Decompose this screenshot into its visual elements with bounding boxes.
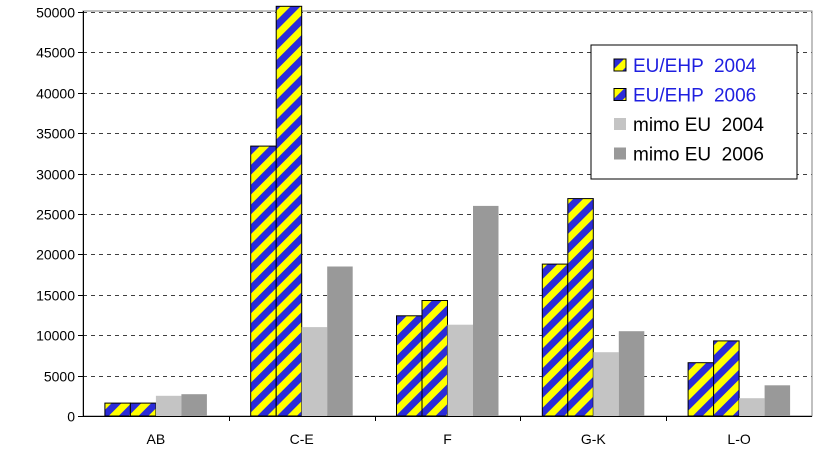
x-tick-label: AB xyxy=(147,431,166,447)
legend-label: mimo EU 2004 xyxy=(633,115,764,136)
legend-swatch xyxy=(614,147,626,160)
bar-ab-series-2 xyxy=(129,402,157,417)
bar-c-e-series-1 xyxy=(250,145,277,417)
bar-l-o-series-4 xyxy=(764,385,791,416)
bar-g-k-series-4 xyxy=(618,331,645,416)
legend-label: EU/EHP 2006 xyxy=(633,86,756,107)
legend-label: EU/EHP 2004 xyxy=(633,56,757,77)
bar-g-k-series-1 xyxy=(541,263,569,417)
bar-l-o-series-2 xyxy=(713,340,740,417)
legend-swatch xyxy=(614,118,626,130)
y-tick-label: 5000 xyxy=(44,369,75,385)
x-tick-label: L-O xyxy=(727,431,750,447)
bar-ab-series-3 xyxy=(155,395,182,416)
tick-labels: 0 5000 10000 15000 20000 25000 30000 35000 40000… xyxy=(36,5,751,448)
y-tick-label: 30000 xyxy=(36,167,75,183)
bar-ab-series-1 xyxy=(104,402,131,417)
y-tick-label: 0 xyxy=(67,409,75,425)
bar-l-o-series-1 xyxy=(687,362,715,417)
y-tick-label: 10000 xyxy=(36,328,75,344)
y-tick-label: 25000 xyxy=(36,207,75,223)
legend-label: mimo EU 2006 xyxy=(633,145,764,166)
bar-f-series-2 xyxy=(421,300,448,417)
bar-ab-series-4 xyxy=(181,394,207,416)
bar-l-o-series-3 xyxy=(739,398,765,416)
bar-f-series-4 xyxy=(473,205,499,416)
y-tick-label: 40000 xyxy=(36,86,75,102)
bar-c-e-series-3 xyxy=(301,327,328,416)
y-tick-label: 35000 xyxy=(36,126,75,142)
bar-f-series-3 xyxy=(447,324,473,416)
gridlines xyxy=(83,12,812,377)
y-tick-label: 50000 xyxy=(36,5,75,21)
y-tick-label: 15000 xyxy=(36,288,75,304)
bars xyxy=(104,5,791,417)
legend-swatch xyxy=(613,58,627,72)
y-tick-label: 20000 xyxy=(36,247,75,263)
bar-f-series-1 xyxy=(396,315,423,417)
bar-c-e-series-2 xyxy=(275,5,303,417)
x-tick-label: F xyxy=(443,431,452,447)
bar-g-k-series-3 xyxy=(593,352,619,416)
bar-c-e-series-4 xyxy=(327,266,353,416)
legend-swatch xyxy=(613,88,627,101)
legend: EU/EHP 2004 EU/EHP 2006 mimo EU 2004 mimo E… xyxy=(590,44,798,180)
y-tick-label: 45000 xyxy=(36,45,75,61)
x-tick-label: G-K xyxy=(581,431,607,447)
x-tick-label: C-E xyxy=(290,431,314,447)
bar-g-k-series-2 xyxy=(567,198,594,417)
